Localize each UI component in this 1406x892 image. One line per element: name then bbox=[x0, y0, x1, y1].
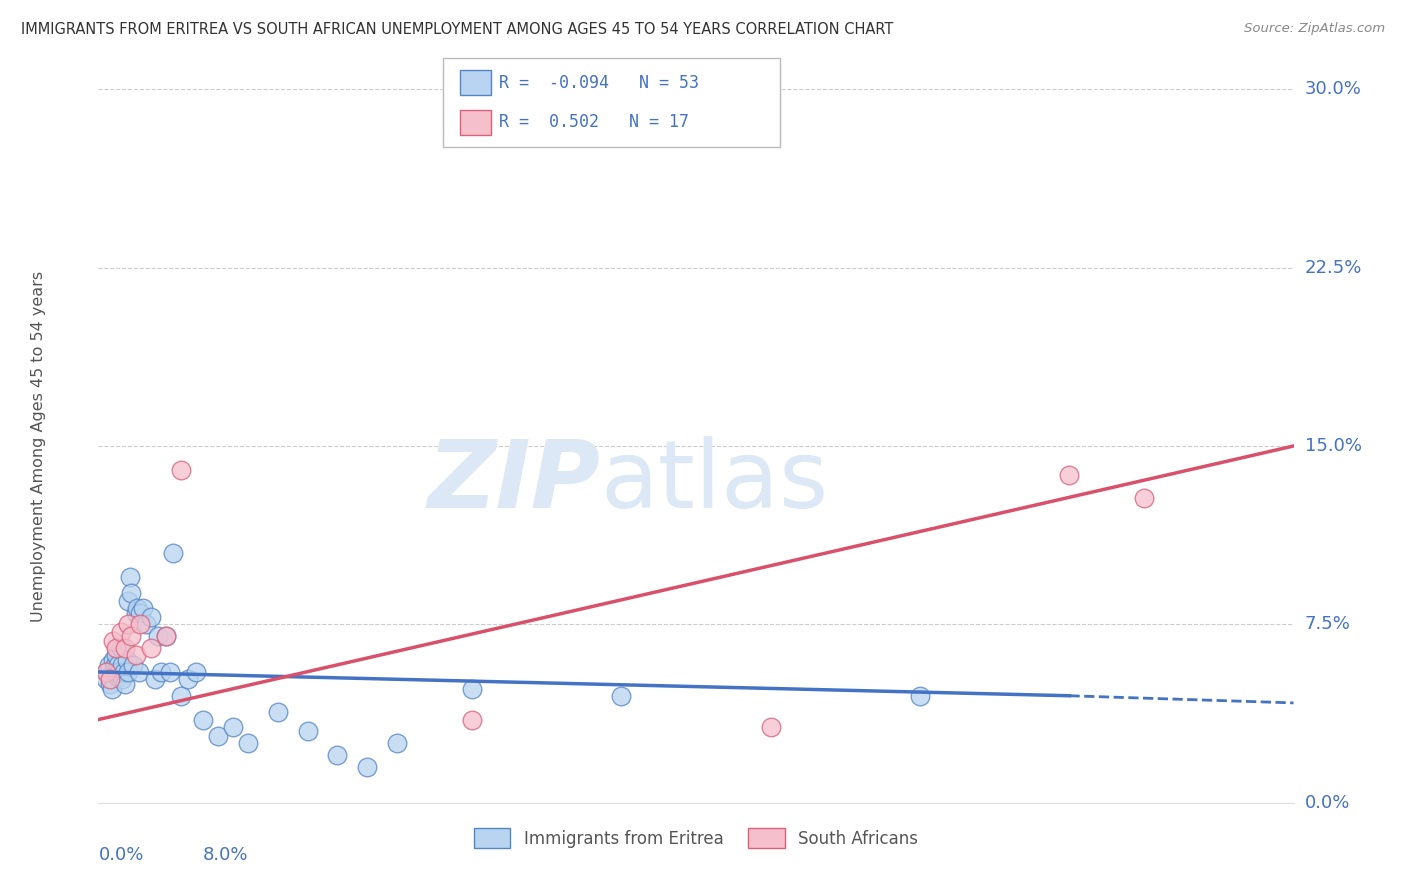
Point bbox=[169, 463, 191, 477]
Point bbox=[117, 665, 139, 679]
Legend: Immigrants from Eritrea, South Africans: Immigrants from Eritrea, South Africans bbox=[467, 822, 925, 855]
Text: IMMIGRANTS FROM ERITREA VS SOUTH AFRICAN UNEMPLOYMENT AMONG AGES 45 TO 54 YEARS : IMMIGRANTS FROM ERITREA VS SOUTH AFRICAN… bbox=[21, 22, 893, 37]
Point bbox=[103, 653, 125, 667]
Point bbox=[297, 724, 319, 739]
Point bbox=[127, 600, 149, 615]
Point bbox=[128, 665, 150, 679]
Point bbox=[94, 672, 117, 686]
Text: 30.0%: 30.0% bbox=[1305, 80, 1361, 98]
Point bbox=[148, 629, 170, 643]
Point bbox=[98, 672, 122, 686]
Point bbox=[114, 677, 136, 691]
Text: R =  0.502   N = 17: R = 0.502 N = 17 bbox=[499, 113, 689, 131]
Point bbox=[129, 606, 152, 620]
Point bbox=[114, 641, 136, 656]
Text: 8.0%: 8.0% bbox=[202, 846, 247, 863]
Point bbox=[610, 689, 633, 703]
Point bbox=[143, 672, 166, 686]
Point bbox=[107, 657, 129, 672]
Point bbox=[326, 748, 349, 763]
Point bbox=[177, 672, 200, 686]
Text: 0.0%: 0.0% bbox=[1305, 794, 1350, 812]
Point bbox=[759, 720, 782, 734]
Point bbox=[908, 689, 931, 703]
Point bbox=[98, 677, 122, 691]
Point bbox=[267, 706, 290, 720]
Point bbox=[129, 617, 152, 632]
Point bbox=[97, 657, 120, 672]
Point bbox=[105, 648, 128, 663]
Point bbox=[101, 681, 124, 696]
Point bbox=[184, 665, 207, 679]
Point bbox=[105, 665, 128, 679]
Point bbox=[159, 665, 181, 679]
Text: 0.0%: 0.0% bbox=[98, 846, 143, 863]
Point bbox=[121, 657, 143, 672]
Point bbox=[191, 713, 214, 727]
Point bbox=[132, 600, 155, 615]
Point bbox=[96, 665, 118, 679]
Point bbox=[125, 606, 148, 620]
Point bbox=[135, 617, 157, 632]
Point bbox=[118, 570, 141, 584]
Text: 15.0%: 15.0% bbox=[1305, 437, 1361, 455]
Point bbox=[120, 586, 142, 600]
Point bbox=[169, 689, 191, 703]
Point bbox=[108, 665, 131, 679]
Point bbox=[115, 653, 138, 667]
Point bbox=[236, 736, 259, 750]
Point bbox=[125, 648, 148, 663]
Point bbox=[222, 720, 245, 734]
Point bbox=[110, 641, 132, 656]
Point bbox=[385, 736, 409, 750]
Point bbox=[155, 629, 177, 643]
Text: 7.5%: 7.5% bbox=[1305, 615, 1351, 633]
Point bbox=[1133, 491, 1156, 506]
Point bbox=[110, 624, 132, 639]
Point bbox=[104, 657, 127, 672]
Point bbox=[461, 681, 484, 696]
Point bbox=[207, 729, 229, 743]
Point bbox=[117, 593, 139, 607]
Point bbox=[461, 713, 484, 727]
Point bbox=[107, 670, 129, 684]
Point bbox=[120, 629, 142, 643]
Text: Unemployment Among Ages 45 to 54 years: Unemployment Among Ages 45 to 54 years bbox=[31, 270, 46, 622]
Point bbox=[111, 657, 134, 672]
Point bbox=[103, 665, 125, 679]
Text: R =  -0.094   N = 53: R = -0.094 N = 53 bbox=[499, 74, 699, 92]
Point bbox=[1059, 467, 1081, 482]
Point bbox=[94, 665, 117, 679]
Point bbox=[105, 641, 128, 656]
Point bbox=[139, 641, 162, 656]
Point bbox=[112, 665, 135, 679]
Point bbox=[139, 610, 162, 624]
Point bbox=[103, 634, 125, 648]
Text: 22.5%: 22.5% bbox=[1305, 259, 1362, 277]
Point bbox=[162, 546, 184, 560]
Point bbox=[155, 629, 177, 643]
Text: Source: ZipAtlas.com: Source: ZipAtlas.com bbox=[1244, 22, 1385, 36]
Text: ZIP: ZIP bbox=[427, 435, 600, 528]
Point bbox=[117, 617, 139, 632]
Point bbox=[111, 672, 134, 686]
Text: atlas: atlas bbox=[600, 435, 828, 528]
Point bbox=[150, 665, 173, 679]
Point bbox=[356, 760, 378, 774]
Point bbox=[104, 665, 127, 679]
